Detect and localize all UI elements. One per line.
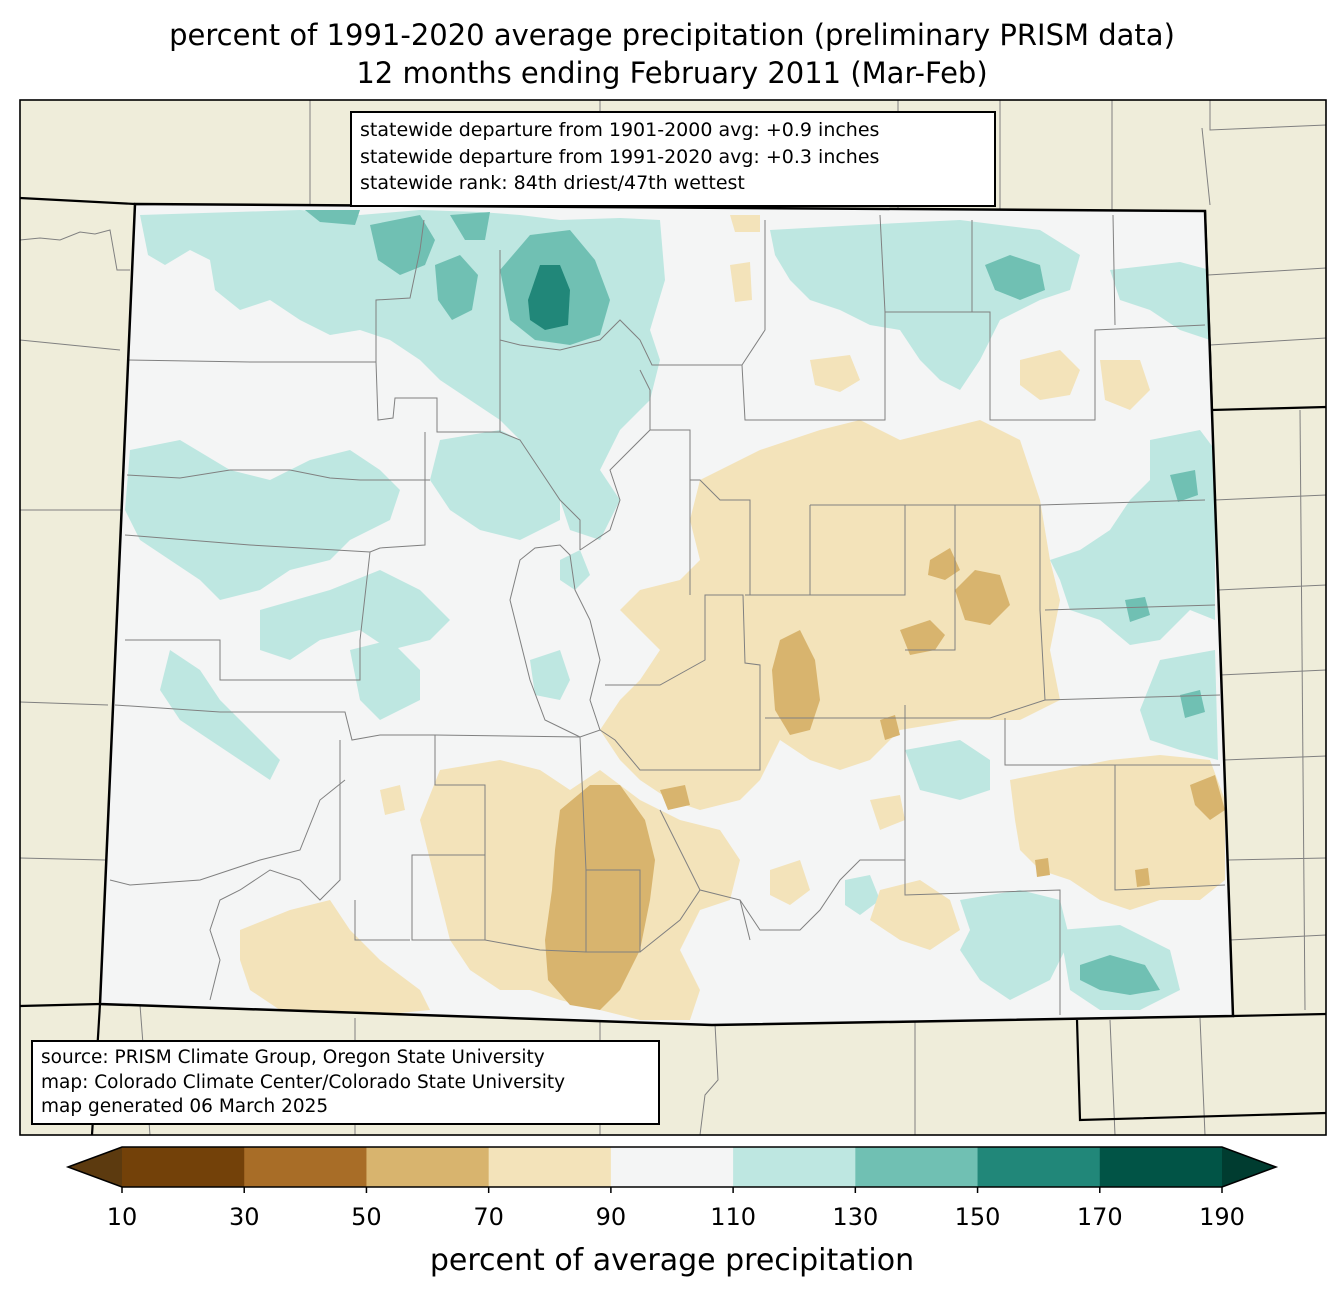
colorado-county-lines <box>109 214 1226 1015</box>
colorbar-segment <box>122 1147 245 1187</box>
colorbar-segment <box>733 1147 856 1187</box>
colorbar-segment <box>1099 1147 1223 1187</box>
statewide-stats-box: statewide departure from 1901-2000 avg: … <box>350 111 996 207</box>
colorbar-segment <box>488 1147 612 1187</box>
colorbar-label: percent of average precipitation <box>429 1243 915 1278</box>
colorbar-tick-label: 30 <box>228 1203 260 1231</box>
colorbar-tick-label: 70 <box>473 1203 504 1231</box>
colorado-precip-field <box>100 204 1233 1025</box>
colorbar-tick-label: 170 <box>1076 1203 1123 1231</box>
colorbar-tick-label: 130 <box>832 1203 879 1231</box>
colorbar-tick-label: 10 <box>106 1203 138 1231</box>
colorbar-segment <box>366 1147 490 1187</box>
map-title-line2: 12 months ending February 2011 (Mar-Feb) <box>356 56 988 90</box>
source-map-credit: map: Colorado Climate Center/Colorado St… <box>41 1071 566 1093</box>
colorbar-segment <box>244 1147 367 1187</box>
contour-150-170 <box>528 265 570 330</box>
colorbar-under-arrow <box>68 1147 122 1187</box>
source-box: source: PRISM Climate Group, Oregon Stat… <box>31 1040 660 1125</box>
source-generated-date: map generated 06 March 2025 <box>41 1096 329 1117</box>
colorbar-segment <box>977 1147 1101 1187</box>
colorbar <box>65 1146 1279 1193</box>
map-frame <box>19 99 1327 1136</box>
colorbar-tick-label: 50 <box>351 1203 382 1231</box>
colorbar-segment <box>855 1147 979 1187</box>
contour-130-150 <box>305 210 1205 995</box>
colorbar-tick-label: 110 <box>710 1203 757 1231</box>
colorbar-segment <box>610 1147 734 1187</box>
colorbar-tick-label: 190 <box>1199 1203 1245 1231</box>
colorbar-tick-label: 150 <box>954 1203 1001 1231</box>
colorbar-tick-label: 90 <box>595 1203 627 1231</box>
source-prism: source: PRISM Climate Group, Oregon Stat… <box>41 1047 545 1068</box>
stats-departure-1901: statewide departure from 1901-2000 avg: … <box>360 119 880 141</box>
colorbar-over-arrow <box>1222 1147 1276 1187</box>
map-title-line1: percent of 1991-2020 average precipitati… <box>169 18 1175 52</box>
stats-departure-1991: statewide departure from 1991-2020 avg: … <box>360 145 880 168</box>
stats-rank: statewide rank: 84th driest/47th wettest <box>360 172 745 194</box>
contour-50-70 <box>545 548 1225 1010</box>
colorado-state-border <box>98 202 1235 1027</box>
